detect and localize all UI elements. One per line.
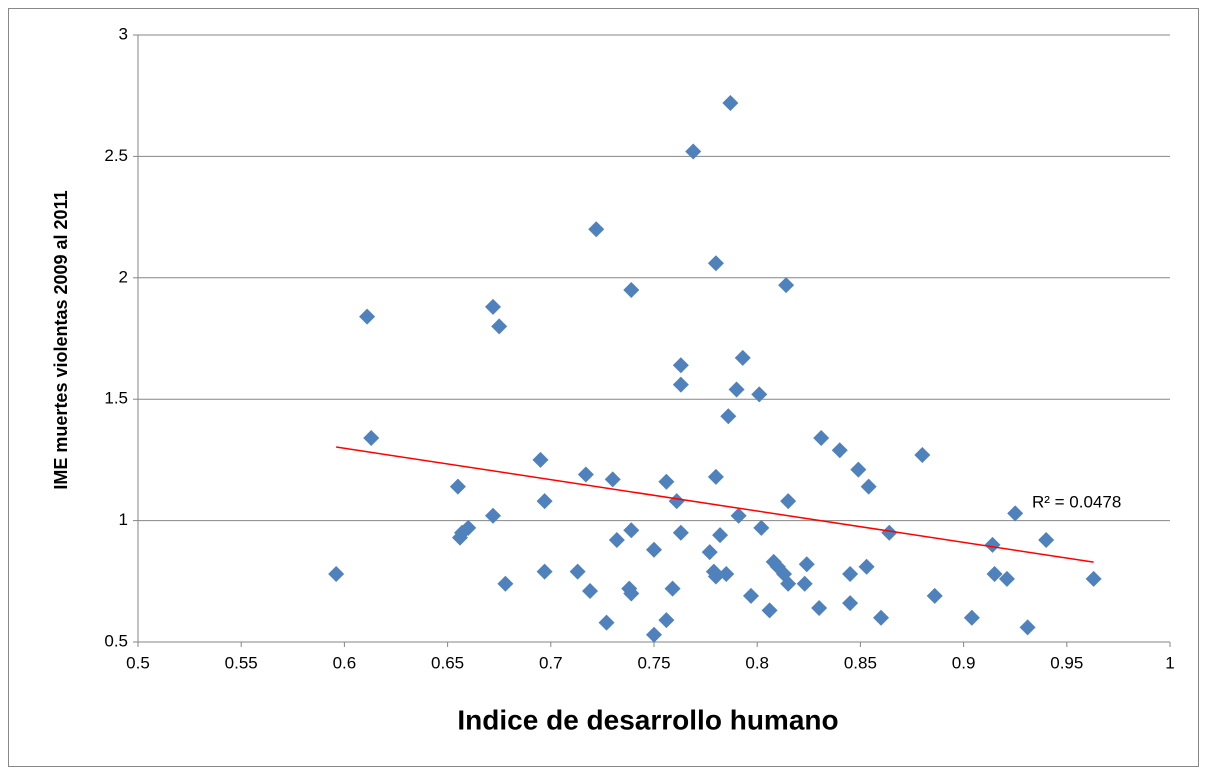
point [811,600,828,617]
x-axis-title: Indice de desarrollo humano [457,704,838,735]
point [491,318,508,335]
point [914,447,931,464]
point [712,527,729,544]
x-tick-label: 0.8 [745,653,769,672]
point [707,468,724,485]
point [720,408,737,425]
point [664,580,681,597]
point [604,471,621,488]
point [672,357,689,374]
x-tick-label: 1 [1165,653,1174,672]
point [1007,505,1024,522]
point [860,478,877,495]
y-tick-label: 0.5 [104,631,128,650]
point [577,466,594,483]
point [582,583,599,600]
point [998,570,1015,587]
point [497,575,514,592]
point [842,595,859,612]
point [672,376,689,393]
point [449,478,466,495]
x-tick-label: 0.65 [431,653,464,672]
point [328,566,345,583]
point [813,430,830,447]
point [963,609,980,626]
point [701,544,718,561]
point [646,541,662,558]
point [984,536,1001,553]
point [658,473,675,490]
y-tick-label: 2.5 [104,146,128,165]
point [532,451,549,468]
point [730,507,747,524]
point [728,381,745,398]
point [761,602,778,619]
point [608,532,625,549]
point [753,519,770,536]
point [685,143,702,160]
point [926,587,943,604]
point [363,430,380,447]
x-tick-label: 0.85 [844,653,877,672]
x-tick-label: 0.95 [1050,653,1083,672]
trendline [336,446,1094,563]
point [623,281,640,298]
point [986,566,1003,583]
point [873,609,890,626]
point [485,507,502,524]
x-tick-label: 0.6 [333,653,357,672]
y-axis-title: IME muertes violentas 2009 al 2011 [51,190,71,489]
point [780,575,797,592]
point [780,493,797,510]
y-tick-label: 2 [119,267,128,286]
y-tick-label: 3 [119,24,128,43]
y-tick-label: 1.5 [104,389,128,408]
point [623,585,640,602]
point [359,308,376,325]
chart-border [8,8,1199,767]
point [796,575,813,592]
point [718,566,735,583]
point [722,94,739,111]
x-tick-label: 0.75 [637,653,670,672]
point [536,493,553,510]
point [798,556,815,573]
x-tick-label: 0.7 [539,653,563,672]
x-tick-label: 0.55 [225,653,258,672]
point [850,461,867,478]
x-tick-label: 0.5 [126,653,150,672]
point [743,587,760,604]
point [658,612,675,629]
point [858,558,875,575]
x-tick-label: 0.9 [952,653,976,672]
point [588,221,605,238]
point [672,524,689,541]
point [1019,619,1036,636]
point [536,563,553,580]
point [623,522,640,539]
point [485,298,502,315]
point [646,626,662,643]
point [598,614,615,631]
point [1085,570,1102,587]
point [1038,532,1055,549]
r-squared-label: R² = 0.0478 [1032,492,1121,511]
point [842,566,859,583]
point [778,277,795,294]
point [668,493,685,510]
point [881,524,898,541]
point [831,442,848,459]
point [707,255,724,272]
point [460,519,477,536]
point [569,563,586,580]
point [751,386,768,403]
y-tick-label: 1 [119,510,128,529]
point [734,349,751,366]
